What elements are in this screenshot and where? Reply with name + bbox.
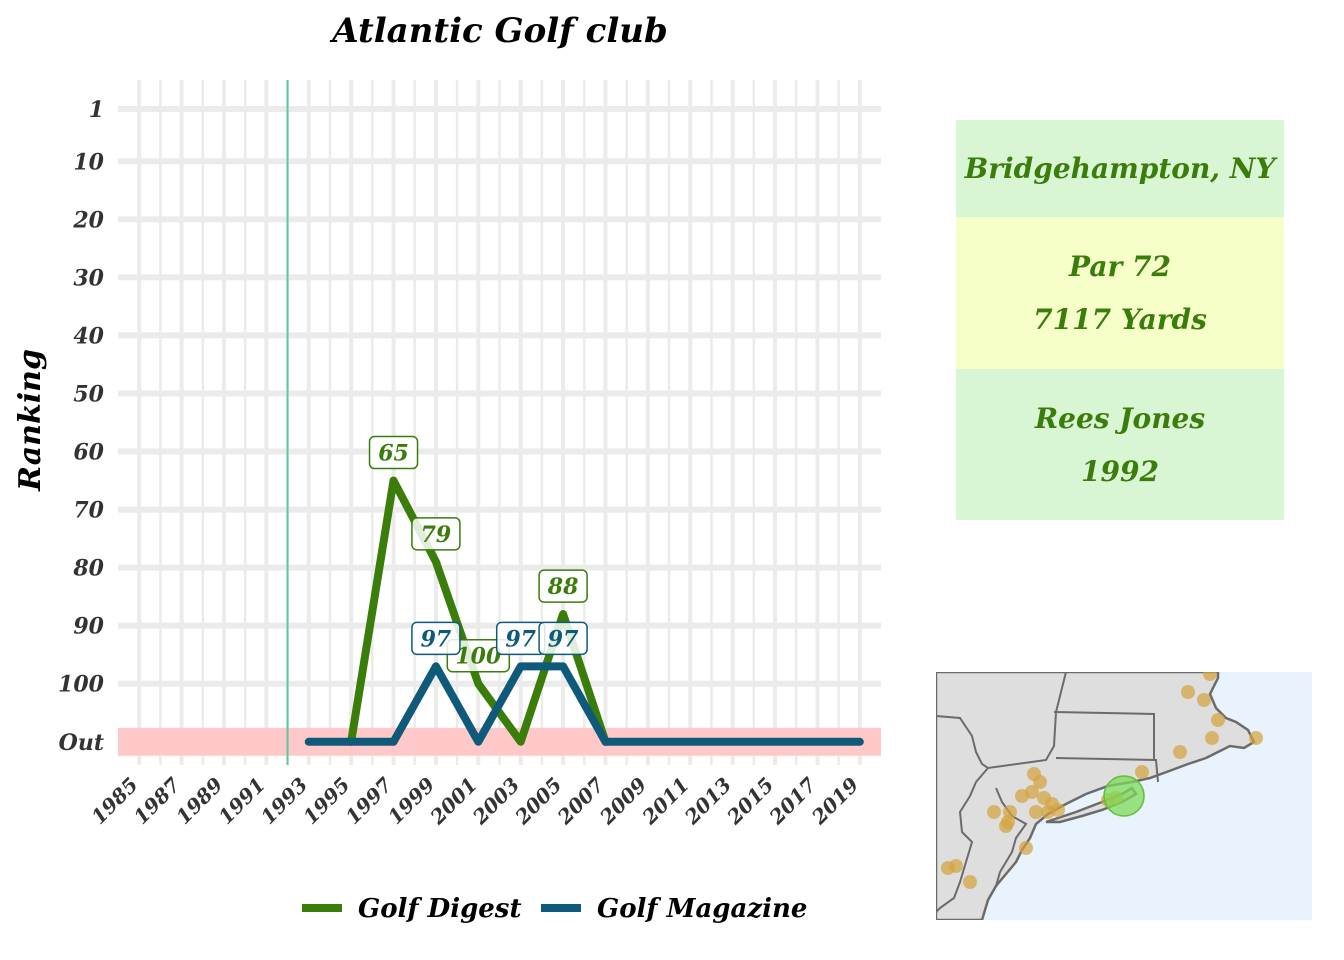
y-tick-label: 90	[73, 614, 104, 640]
data-label-box	[368, 435, 419, 470]
architect-box: Rees Jones 1992	[956, 369, 1284, 520]
data-label-box	[538, 621, 588, 656]
x-tick-label: 1997	[341, 773, 397, 829]
y-tick-label: 60	[73, 440, 104, 466]
golf-course-dot	[1181, 685, 1195, 699]
y-tick-label: 70	[73, 498, 104, 524]
golf-course-dot	[1029, 805, 1043, 819]
x-tick-label: 2009	[594, 773, 651, 830]
golf-course-dot	[949, 859, 963, 873]
y-axis-label: Ranking	[13, 349, 48, 492]
x-tick-label: 1993	[256, 773, 312, 829]
x-tick-label: 1991	[214, 773, 270, 829]
x-tick-label: 2005	[510, 773, 567, 830]
ranking-chart: Atlantic Golf club 1 10 20 30 40 50 60 70 80 90 100…	[13, 11, 881, 924]
y-tick-label: 10	[73, 149, 104, 175]
year-built-text: 1992	[1081, 454, 1159, 488]
state-borders	[936, 672, 1159, 913]
series-line-golf-digest	[347, 476, 610, 746]
golf-course-dot	[1249, 731, 1263, 745]
golf-course-dot	[1173, 745, 1187, 759]
golf-course-dot	[963, 875, 977, 889]
course-stats-box: Par 72 7117 Yards	[956, 217, 1284, 369]
x-tick-label: 1999	[383, 773, 439, 829]
x-tick-label: 2013	[679, 773, 736, 830]
x-tick-label: 2017	[764, 773, 821, 830]
x-tick-label: 1987	[129, 773, 185, 829]
map-land	[936, 672, 1256, 920]
x-tick-label: 2003	[467, 773, 524, 830]
y-tick-label: 30	[73, 265, 104, 291]
golf-course-dot	[1197, 693, 1211, 707]
golf-course-dot	[1205, 731, 1219, 745]
x-tick-label: 2007	[552, 773, 609, 830]
x-tick-label: 2001	[425, 773, 482, 830]
data-label-box	[411, 621, 461, 656]
data-label: 97	[421, 626, 452, 652]
x-tick-label: 2011	[637, 773, 694, 830]
golf-course-dot	[1211, 713, 1225, 727]
golf-course-dot	[1015, 789, 1029, 803]
data-label: 97	[548, 626, 579, 652]
y-tick-label: 1	[89, 97, 104, 123]
golf-course-dot	[1033, 775, 1047, 789]
par-text: Par 72	[1069, 250, 1171, 283]
y-tick-label: 100	[58, 672, 105, 698]
golf-course-markers	[941, 672, 1263, 889]
x-tick-label: 1989	[171, 773, 227, 829]
y-tick-label: 80	[72, 556, 104, 582]
location-box: Bridgehampton, NY	[956, 120, 1284, 217]
y-tick-label: 40	[73, 323, 104, 349]
x-tick-label: 2015	[722, 773, 779, 830]
data-label: 65	[378, 441, 409, 467]
y-tick-label-out: Out	[59, 730, 104, 756]
data-label-box	[411, 517, 461, 551]
data-label: 79	[421, 522, 452, 548]
y-tick-label: 20	[72, 207, 104, 233]
location-map	[936, 672, 1312, 920]
atlantic-golf-club-marker	[1103, 775, 1145, 817]
legend-label: Golf Digest	[358, 894, 521, 924]
data-label: 88	[547, 574, 579, 600]
location-text: Bridgehampton, NY	[964, 152, 1276, 185]
x-tick-label: 1995	[298, 773, 354, 829]
golf-course-dot	[1019, 841, 1033, 855]
data-label-box	[446, 638, 511, 673]
golf-course-dot	[987, 805, 1001, 819]
x-tick-label: 1985	[86, 773, 142, 829]
legend-label: Golf Magazine	[597, 894, 807, 924]
chart-title: Atlantic Golf club	[329, 11, 668, 51]
y-tick-label: 50	[73, 381, 104, 407]
architect-text: Rees Jones	[1034, 401, 1206, 435]
data-label: 100	[455, 644, 502, 670]
series-line-golf-magazine	[304, 662, 864, 746]
golf-course-dot	[1203, 672, 1217, 681]
yards-text: 7117 Yards	[1033, 303, 1207, 336]
x-tick-label: 2019	[806, 773, 863, 830]
golf-course-dot	[999, 819, 1013, 833]
golf-course-dot	[1135, 765, 1149, 779]
golf-course-dot	[1051, 803, 1065, 817]
data-label-box	[538, 569, 588, 603]
data-label: 97	[505, 626, 536, 652]
